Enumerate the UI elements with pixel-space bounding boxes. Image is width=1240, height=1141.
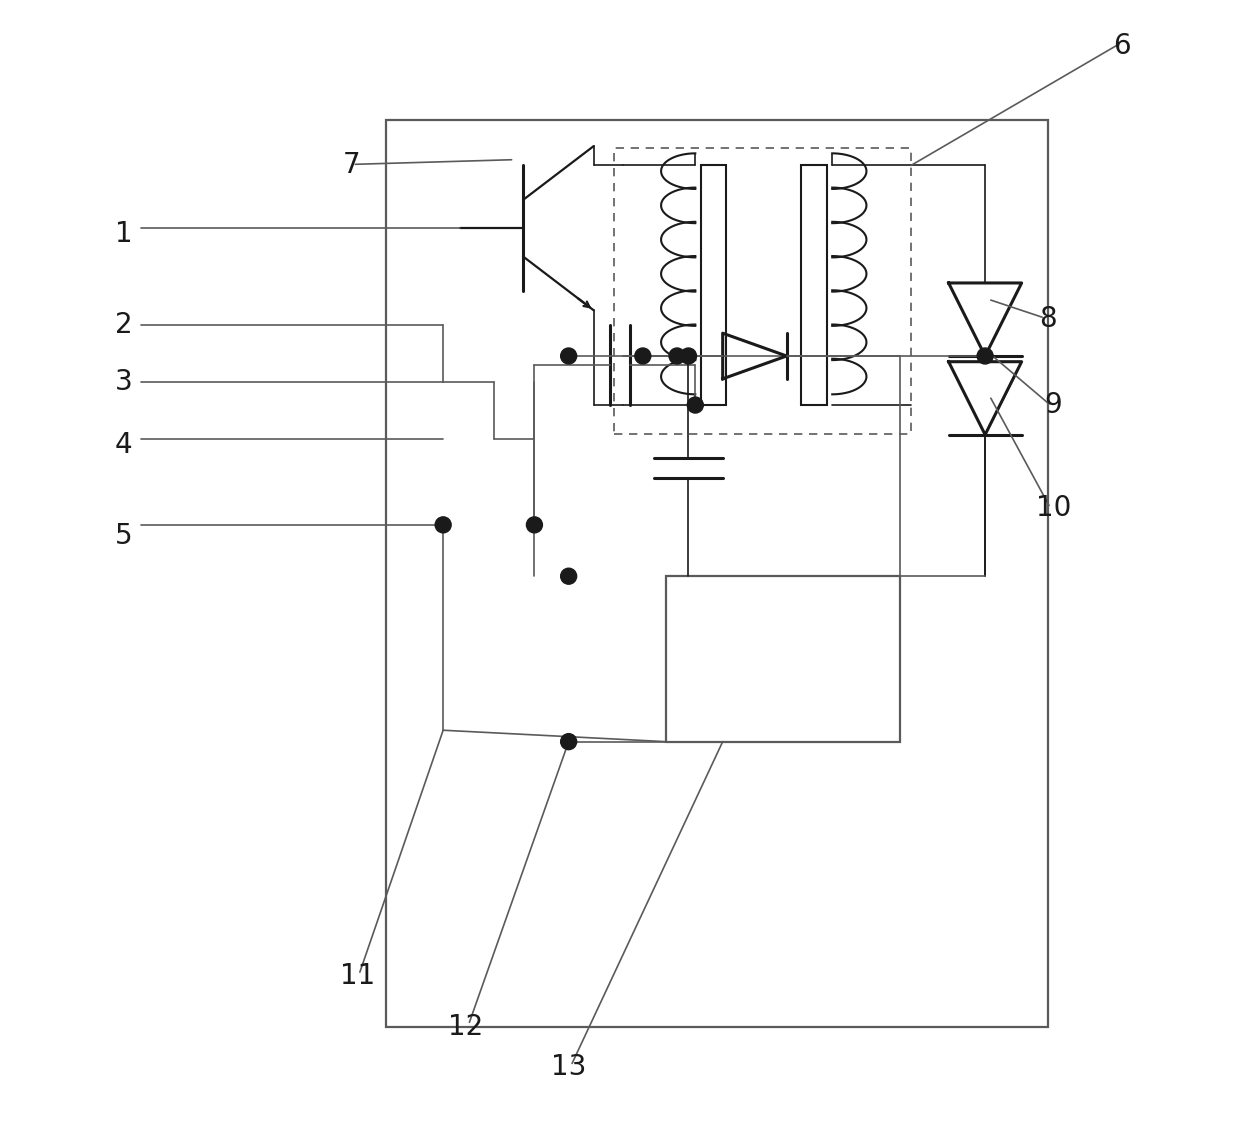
Circle shape [977,348,993,364]
Circle shape [687,397,703,413]
Text: 7: 7 [343,152,361,179]
Circle shape [560,348,577,364]
Text: 9: 9 [1045,391,1063,419]
Circle shape [635,348,651,364]
Circle shape [435,517,451,533]
Bar [614,148,911,434]
Text: 1: 1 [115,220,133,248]
Bar [666,576,899,742]
Bar [386,120,1048,1027]
Circle shape [560,568,577,584]
Text: 5: 5 [115,523,133,550]
Circle shape [560,734,577,750]
Text: 3: 3 [115,369,133,396]
Bar [701,165,727,405]
Circle shape [681,348,697,364]
Text: 10: 10 [1035,494,1071,521]
Text: 8: 8 [1039,306,1056,333]
Circle shape [527,517,542,533]
Text: 11: 11 [340,962,376,989]
Text: 12: 12 [449,1013,484,1041]
Bar [801,165,827,405]
Text: 4: 4 [115,431,133,459]
Text: 6: 6 [1114,32,1131,59]
Circle shape [670,348,684,364]
Text: 13: 13 [551,1053,587,1081]
Text: 2: 2 [115,311,133,339]
